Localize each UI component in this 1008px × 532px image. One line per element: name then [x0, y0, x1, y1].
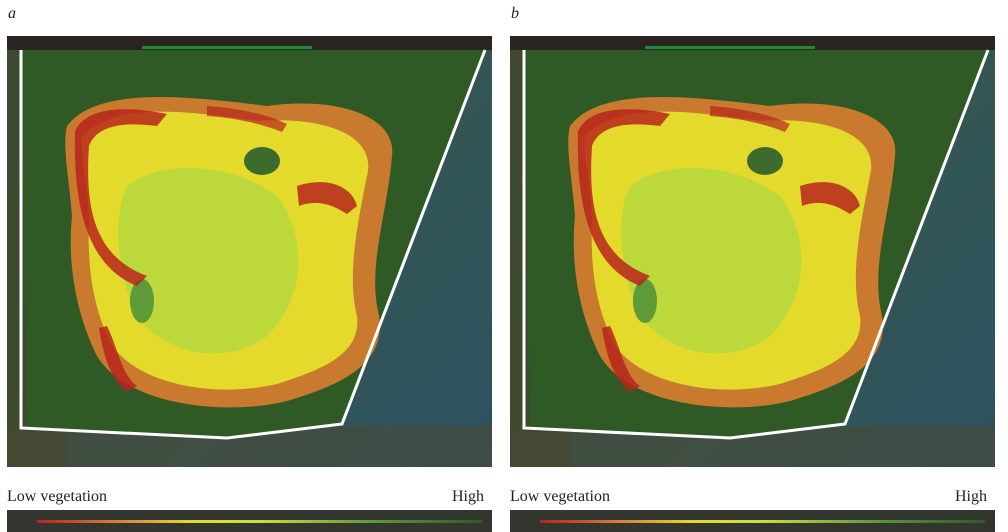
vegetation-map — [510, 36, 995, 467]
legend-high: High — [452, 488, 484, 505]
figure: a Low vegetation High b Low vegetation H… — [0, 0, 1008, 532]
legend-low: Low vegetation — [510, 488, 610, 505]
vegetation-map — [7, 36, 492, 467]
legend-high: High — [955, 488, 987, 505]
panel-label: b — [511, 5, 519, 22]
page: {"panels": [ {"label": "a", "legend_low"… — [0, 0, 1008, 532]
panel-label: a — [8, 5, 16, 22]
color-scale — [510, 510, 995, 532]
color-scale — [7, 510, 492, 532]
legend-low: Low vegetation — [7, 488, 107, 505]
